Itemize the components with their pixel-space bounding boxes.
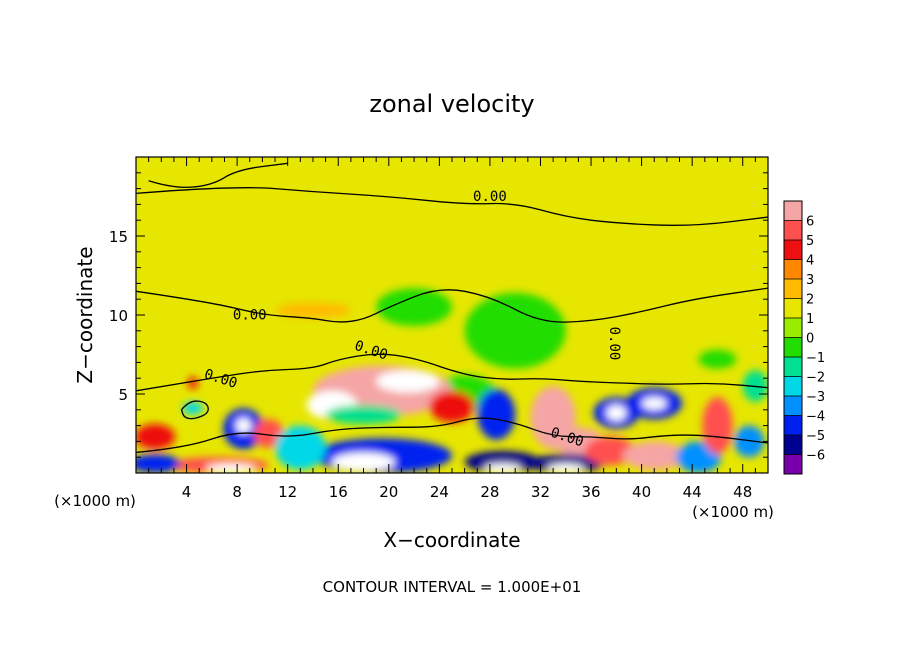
- colorbar-swatch-4: [784, 279, 802, 299]
- colorbar-swatch-6: [784, 318, 802, 338]
- contour-line-5: [148, 162, 288, 188]
- colorbar-swatch-10: [784, 396, 802, 416]
- colorbar-label-3: 3: [806, 273, 814, 288]
- colorbar-swatch-2: [784, 240, 802, 260]
- velocity-blob-37: [733, 425, 765, 458]
- x-unit-right: (×1000 m): [692, 503, 774, 521]
- axis-ticks: [136, 157, 768, 473]
- velocity-blob-19: [235, 417, 252, 434]
- chart-title: zonal velocity: [369, 90, 534, 118]
- colorbar-swatch-0: [784, 201, 802, 221]
- velocity-blob-23: [464, 450, 541, 473]
- x-unit-left: (×1000 m): [54, 492, 136, 510]
- x-tick-label-48: 48: [733, 483, 752, 501]
- velocity-blob-14: [136, 454, 181, 473]
- velocity-blob-36: [702, 397, 733, 455]
- velocity-blob-8: [429, 390, 475, 423]
- x-tick-label-32: 32: [531, 483, 550, 501]
- velocity-blob-33: [584, 436, 636, 466]
- velocity-blob-32: [641, 397, 667, 410]
- contour-label-5: 0.00: [606, 327, 622, 361]
- colorbar-label-0: 6: [806, 215, 814, 230]
- contour-line-0: [136, 187, 768, 226]
- contour-line-3: [136, 417, 768, 454]
- x-tick-label-8: 8: [232, 483, 242, 501]
- velocity-blob-15: [136, 424, 176, 450]
- velocity-blob-30: [606, 405, 627, 421]
- velocity-blob-9: [325, 405, 402, 425]
- colorbar-label-10: −4: [806, 410, 825, 425]
- colorbar-label-4: 2: [806, 293, 814, 308]
- colorbar-swatch-11: [784, 415, 802, 436]
- contour-lines: [136, 162, 768, 454]
- colorbar-label-12: −6: [806, 449, 825, 464]
- colorbar-swatch-8: [784, 357, 802, 377]
- velocity-blob-17: [187, 376, 198, 390]
- colorbar-swatch-1: [784, 220, 802, 241]
- colorbar-swatch-7: [784, 337, 802, 358]
- x-tick-label-4: 4: [182, 483, 192, 501]
- colorbar-label-11: −5: [806, 429, 825, 444]
- colorbar-swatch-3: [784, 259, 802, 280]
- colorbar-label-9: −3: [806, 390, 825, 405]
- velocity-blob-22: [477, 389, 516, 440]
- contour-line-4: [180, 400, 209, 420]
- colorbar-swatch-12: [784, 435, 802, 455]
- velocity-blob-1: [275, 302, 351, 319]
- colorbar-swatch-9: [784, 376, 802, 397]
- velocity-blob-38: [698, 349, 737, 369]
- colorbar: 6 5 4 3 2 1 0 −1 −2 −3 −4 −5 −6: [783, 200, 825, 475]
- colorbar-swatch-5: [784, 298, 802, 319]
- velocity-blob-16: [182, 401, 203, 415]
- velocity-field: 0.000.000.000.000.000.00: [136, 157, 768, 473]
- colorbar-label-6: 0: [806, 332, 814, 347]
- y-axis-label: Z−coordinate: [73, 246, 97, 383]
- colorbar-label-7: −1: [806, 351, 825, 366]
- x-tick-label-44: 44: [683, 483, 702, 501]
- velocity-blob-2: [376, 288, 452, 327]
- contour-interval-note: CONTOUR INTERVAL = 1.000E+01: [323, 578, 582, 596]
- contour-line-1: [136, 287, 768, 323]
- y-tick-label-15: 15: [109, 228, 128, 246]
- velocity-blob-7: [376, 370, 440, 393]
- x-tick-labels: 4 8 12 16 20 24 28 32 36 40 44 48: [182, 483, 752, 501]
- contour-label-1: 0.00: [233, 308, 267, 324]
- y-tick-labels: 5 10 15: [109, 228, 128, 404]
- x-tick-label-28: 28: [480, 483, 499, 501]
- contour-label-0: 0.00: [473, 189, 507, 205]
- x-tick-label-16: 16: [329, 483, 348, 501]
- x-axis-label: X−coordinate: [383, 528, 520, 552]
- velocity-blob-11: [331, 452, 396, 472]
- velocity-blob-34: [622, 441, 686, 470]
- x-tick-label-36: 36: [581, 483, 600, 501]
- y-tick-label-5: 5: [118, 386, 128, 404]
- colorbar-swatch-13: [784, 454, 802, 475]
- x-tick-label-12: 12: [278, 483, 297, 501]
- x-tick-label-40: 40: [632, 483, 651, 501]
- contour-line-2: [136, 353, 768, 392]
- velocity-blob-20: [253, 419, 284, 448]
- colorbar-label-8: −2: [806, 371, 825, 386]
- x-tick-label-24: 24: [430, 483, 449, 501]
- y-tick-label-10: 10: [109, 307, 128, 325]
- colorbar-label-5: 1: [806, 312, 814, 327]
- colorbar-label-2: 4: [806, 254, 814, 269]
- colorbar-label-1: 5: [806, 234, 814, 249]
- velocity-blob-13: [205, 463, 257, 473]
- x-tick-label-20: 20: [379, 483, 398, 501]
- velocity-blob-3: [464, 292, 566, 369]
- velocity-blobs: [136, 183, 768, 473]
